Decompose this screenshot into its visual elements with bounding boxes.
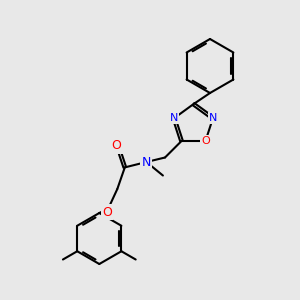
Text: O: O xyxy=(102,206,112,219)
Text: N: N xyxy=(209,113,217,123)
Text: N: N xyxy=(142,155,151,169)
Text: O: O xyxy=(201,136,210,146)
Text: N: N xyxy=(170,113,178,123)
Text: O: O xyxy=(112,139,121,152)
